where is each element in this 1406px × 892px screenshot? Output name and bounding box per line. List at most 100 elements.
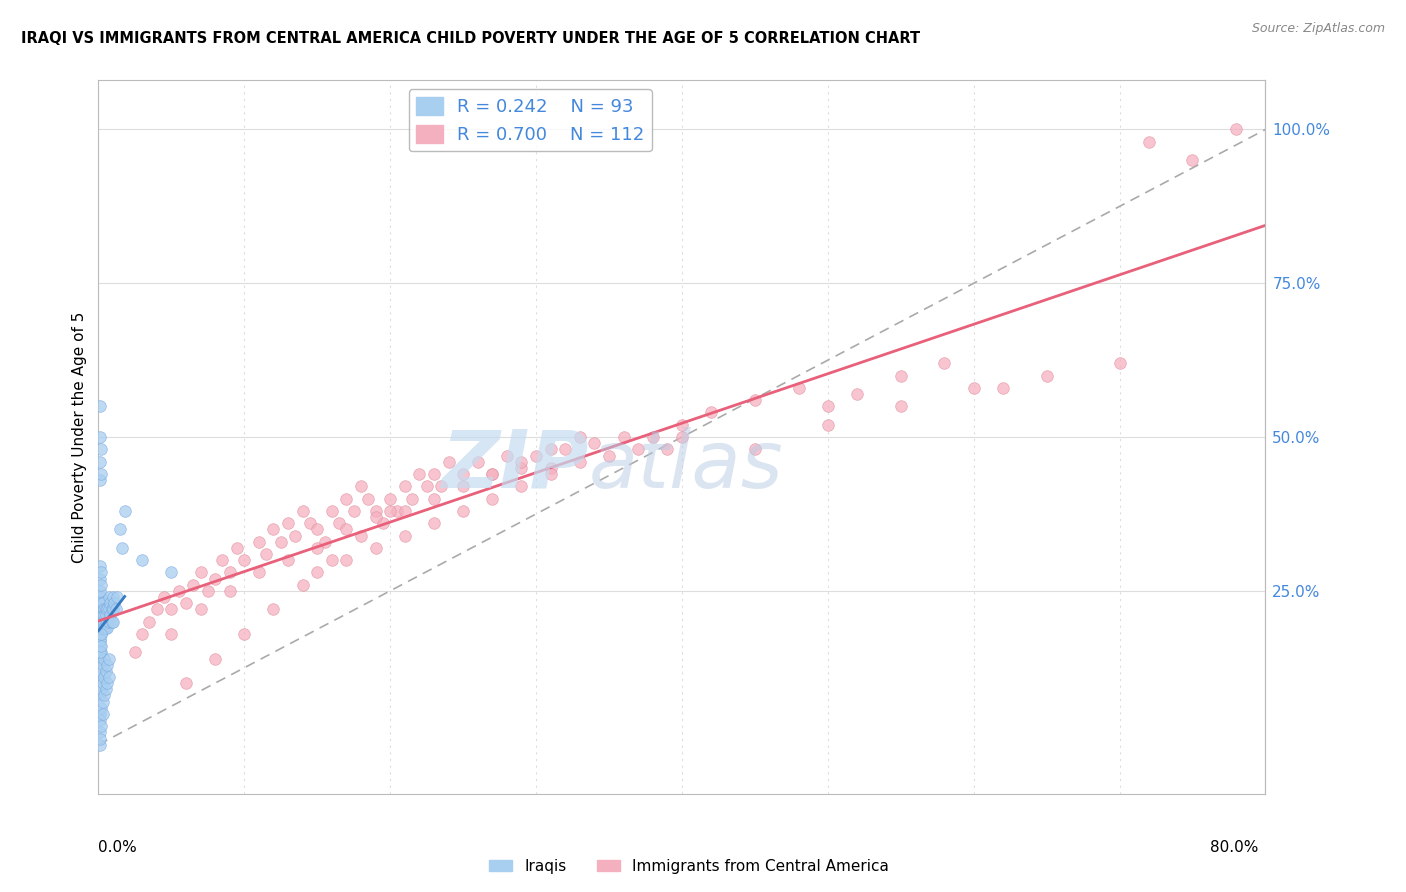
Point bbox=[568, 455, 591, 469]
Point bbox=[890, 400, 912, 414]
Point bbox=[93, 621, 115, 635]
Point bbox=[104, 602, 127, 616]
Point bbox=[262, 522, 284, 536]
Point bbox=[114, 504, 136, 518]
Point bbox=[744, 442, 766, 457]
Point bbox=[394, 479, 416, 493]
Point bbox=[93, 689, 115, 703]
Point bbox=[89, 738, 111, 752]
Point bbox=[408, 467, 430, 481]
Point bbox=[174, 676, 197, 690]
Point bbox=[846, 387, 869, 401]
Point bbox=[540, 442, 562, 457]
Point bbox=[160, 627, 183, 641]
Point bbox=[160, 602, 183, 616]
Point bbox=[96, 621, 118, 635]
Point bbox=[270, 534, 292, 549]
Point bbox=[97, 590, 120, 604]
Point bbox=[90, 608, 112, 623]
Point bbox=[89, 602, 111, 616]
Point bbox=[962, 381, 984, 395]
Point bbox=[343, 504, 366, 518]
Point bbox=[262, 602, 284, 616]
Point bbox=[218, 583, 240, 598]
Point bbox=[89, 725, 111, 739]
Point bbox=[89, 473, 111, 487]
Point bbox=[91, 706, 114, 721]
Point bbox=[91, 695, 114, 709]
Point bbox=[364, 504, 387, 518]
Point bbox=[298, 516, 321, 531]
Point bbox=[451, 467, 474, 481]
Point bbox=[247, 534, 270, 549]
Point bbox=[540, 460, 562, 475]
Point bbox=[598, 449, 620, 463]
Point bbox=[89, 608, 111, 623]
Point bbox=[554, 442, 576, 457]
Point bbox=[94, 608, 117, 623]
Point bbox=[1108, 356, 1130, 370]
Point bbox=[89, 596, 111, 610]
Point bbox=[90, 639, 112, 653]
Point bbox=[335, 491, 357, 506]
Point bbox=[380, 504, 402, 518]
Point bbox=[89, 633, 111, 648]
Point bbox=[93, 670, 115, 684]
Point bbox=[1225, 122, 1247, 136]
Point bbox=[101, 615, 124, 629]
Point bbox=[89, 689, 111, 703]
Point bbox=[357, 491, 380, 506]
Point bbox=[437, 455, 460, 469]
Point bbox=[1035, 368, 1057, 383]
Point bbox=[138, 615, 160, 629]
Point bbox=[481, 491, 503, 506]
Point bbox=[96, 602, 118, 616]
Point bbox=[233, 553, 256, 567]
Point bbox=[103, 596, 125, 610]
Point bbox=[350, 479, 373, 493]
Point bbox=[524, 449, 547, 463]
Point bbox=[284, 528, 307, 542]
Point bbox=[991, 381, 1014, 395]
Point bbox=[934, 356, 956, 370]
Point bbox=[167, 583, 190, 598]
Point bbox=[181, 578, 204, 592]
Point bbox=[90, 467, 112, 481]
Point bbox=[89, 639, 111, 653]
Point bbox=[89, 590, 111, 604]
Point bbox=[97, 615, 120, 629]
Point bbox=[153, 590, 176, 604]
Point bbox=[90, 719, 112, 733]
Point bbox=[204, 651, 226, 665]
Point bbox=[415, 479, 437, 493]
Point bbox=[380, 491, 402, 506]
Point bbox=[371, 516, 394, 531]
Point bbox=[91, 596, 114, 610]
Point bbox=[451, 479, 474, 493]
Text: atlas: atlas bbox=[589, 426, 783, 505]
Point bbox=[423, 516, 446, 531]
Point bbox=[90, 645, 112, 659]
Point bbox=[89, 615, 111, 629]
Point bbox=[90, 602, 112, 616]
Point bbox=[91, 621, 114, 635]
Point bbox=[131, 627, 153, 641]
Point bbox=[90, 442, 112, 457]
Point bbox=[583, 436, 606, 450]
Point bbox=[890, 368, 912, 383]
Point bbox=[89, 713, 111, 727]
Point bbox=[97, 670, 120, 684]
Point bbox=[111, 541, 134, 555]
Point bbox=[211, 553, 233, 567]
Point bbox=[496, 449, 519, 463]
Point bbox=[91, 676, 114, 690]
Point bbox=[314, 534, 336, 549]
Point bbox=[94, 664, 117, 678]
Point bbox=[94, 621, 117, 635]
Point bbox=[350, 528, 373, 542]
Text: Source: ZipAtlas.com: Source: ZipAtlas.com bbox=[1251, 22, 1385, 36]
Point bbox=[291, 504, 314, 518]
Point bbox=[89, 430, 111, 444]
Point bbox=[89, 651, 111, 665]
Point bbox=[96, 615, 118, 629]
